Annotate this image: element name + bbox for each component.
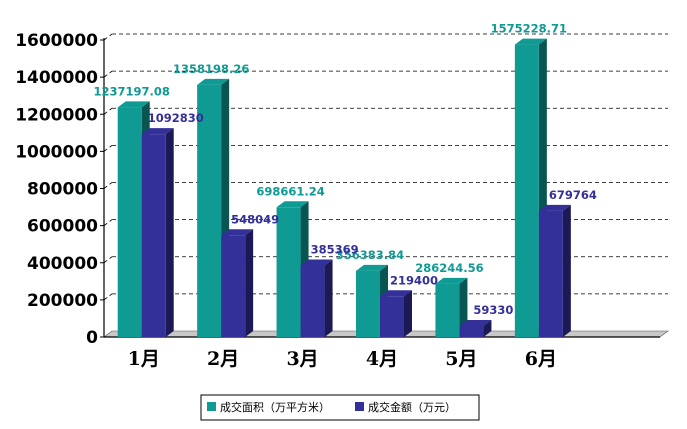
- bar-top-face: [435, 277, 468, 284]
- legend-swatch-amount: [355, 402, 364, 411]
- bar-1-5: [538, 210, 563, 337]
- bar-top-face: [356, 264, 388, 271]
- data-label: 286244.56: [415, 261, 483, 275]
- bar-1-4: [459, 325, 484, 337]
- bar-side-face: [404, 290, 412, 337]
- gridline-diagonal: [103, 107, 113, 115]
- gridline-diagonal: [103, 145, 113, 152]
- x-tick-label: 3月: [286, 348, 318, 370]
- bar-top-face: [538, 204, 571, 211]
- bar-1-0: [141, 134, 166, 337]
- bar-0-2: [276, 207, 301, 337]
- bar-top-face: [380, 290, 412, 297]
- data-label: 548049: [231, 212, 279, 226]
- x-tick-labels: 1月 2月 3月 4月 5月 6月: [128, 348, 557, 370]
- data-label: 1575228.71: [491, 22, 567, 36]
- data-label: 59330: [473, 303, 513, 317]
- data-label: 1092830: [148, 111, 204, 125]
- bar-top-face: [117, 101, 150, 108]
- x-tick-label: 5月: [445, 348, 477, 370]
- y-tick-label: 400000: [27, 254, 98, 274]
- bar-1-2: [300, 265, 325, 337]
- gridline-diagonal: [103, 182, 113, 189]
- bar-top-face: [276, 201, 309, 208]
- y-tick-label: 200000: [27, 291, 98, 311]
- bar-0-0: [117, 107, 142, 337]
- bar-top-face: [514, 38, 547, 45]
- bar-top-face: [300, 259, 333, 266]
- bar-side-face: [165, 128, 174, 337]
- data-label: 219400: [390, 273, 438, 287]
- y-tick-label: 1600000: [15, 31, 98, 51]
- x-tick-label: 2月: [207, 348, 239, 370]
- data-label: 1358198.26: [173, 62, 249, 76]
- bar-top-face: [459, 319, 492, 326]
- gridline-diagonal: [103, 256, 113, 264]
- x-tick-label: 6月: [525, 348, 557, 370]
- y-tick-label: 1400000: [15, 68, 98, 88]
- bar-side-face: [562, 204, 571, 337]
- x-tick-label: 4月: [366, 348, 398, 370]
- x-tick-label: 1月: [128, 348, 160, 370]
- bars: [117, 38, 571, 337]
- bar-top-face: [197, 78, 230, 85]
- y-tick-label: 1200000: [15, 105, 98, 125]
- bar-1-1: [221, 235, 246, 337]
- gridline-diagonal: [103, 70, 113, 78]
- bar-0-5: [514, 44, 539, 337]
- y-tick-label: 800000: [27, 180, 98, 200]
- bar-side-face: [324, 259, 333, 337]
- bar-side-face: [245, 229, 254, 337]
- legend-label-area: 成交面积（万平方米）: [220, 400, 330, 414]
- bar-1-3: [380, 296, 404, 337]
- bar-top-face: [221, 229, 254, 236]
- data-label: 679764: [549, 188, 597, 202]
- data-label: 356383.84: [336, 248, 404, 262]
- gridline-diagonal: [103, 33, 113, 41]
- y-tick-label: 0: [86, 328, 98, 348]
- data-label: 1237197.08: [94, 84, 170, 98]
- bar-0-1: [197, 84, 222, 337]
- legend-swatch-area: [207, 402, 216, 411]
- gridline-diagonal: [103, 293, 113, 301]
- bar-0-3: [356, 270, 380, 337]
- y-tick-labels: 0 200000 400000 600000 800000 1000000 1200000 1…: [15, 31, 98, 348]
- legend: 成交面积（万平方米） 成交金额（万元）: [200, 394, 480, 421]
- bar-0-4: [435, 283, 460, 337]
- gridline-diagonal: [103, 219, 113, 226]
- y-tick-label: 1000000: [15, 142, 98, 162]
- bar-side-face: [483, 319, 492, 337]
- data-label: 698661.24: [256, 184, 324, 198]
- bar-top-face: [141, 128, 174, 135]
- legend-box: [200, 394, 480, 421]
- data-label: 385369: [311, 242, 359, 256]
- y-tick-label: 600000: [27, 217, 98, 237]
- legend-label-amount: 成交金额（万元）: [368, 400, 456, 414]
